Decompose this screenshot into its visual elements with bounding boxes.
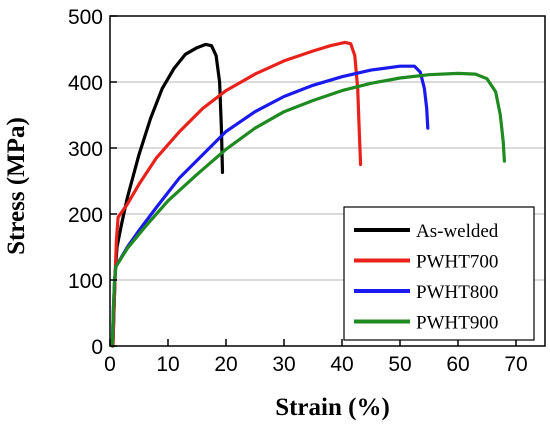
x-tick-label: 0 (104, 353, 116, 376)
x-tick-label: 50 (388, 353, 411, 376)
series-layer (110, 40, 506, 348)
x-tick-label: 60 (446, 353, 469, 376)
y-tick-label: 100 (68, 270, 103, 293)
legend: As-welded PWHT700 PWHT800 PWHT900 (343, 206, 535, 341)
legend-label: PWHT700 (416, 252, 498, 273)
x-tick-label: 40 (330, 353, 353, 376)
x-axis-title: Strain (%) (275, 394, 390, 421)
legend-label: PWHT900 (416, 313, 498, 334)
axis-ticks: 0 10 20 30 40 50 60 70 0 100 200 300 400 500 (68, 6, 528, 376)
series-line-pwht900 (110, 71, 506, 348)
legend-label: As-welded (416, 221, 499, 242)
y-tick-label: 200 (68, 204, 103, 227)
x-tick-label: 70 (504, 353, 527, 376)
y-tick-label: 500 (68, 6, 103, 29)
y-tick-label: 400 (68, 72, 103, 95)
y-axis-title: Stress (MPa) (3, 117, 30, 255)
x-tick-label: 10 (156, 353, 179, 376)
plot-frame (109, 15, 546, 347)
x-tick-label: 20 (214, 353, 237, 376)
y-tick-label: 0 (91, 336, 103, 359)
series-line-pwht700 (111, 40, 363, 348)
y-tick-label: 300 (68, 138, 103, 161)
legend-label: PWHT800 (416, 282, 498, 303)
x-tick-label: 30 (272, 353, 295, 376)
